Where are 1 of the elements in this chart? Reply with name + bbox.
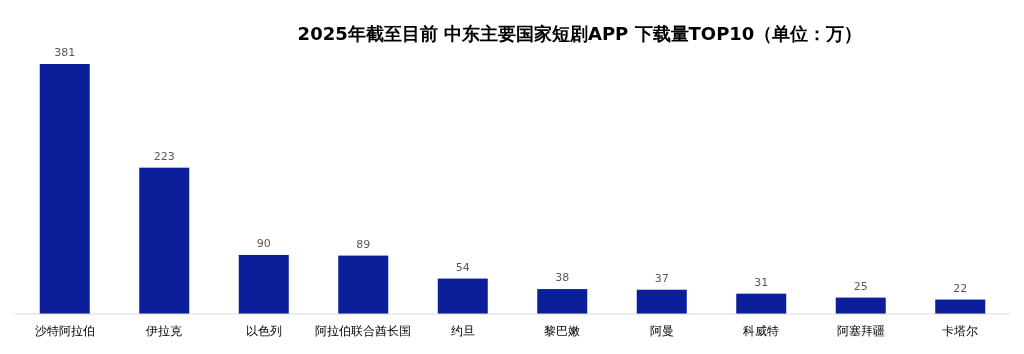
title: 2025年截至目前 中东主要国家短剧APP 下载量TOP10（单位：万） bbox=[297, 23, 863, 44]
